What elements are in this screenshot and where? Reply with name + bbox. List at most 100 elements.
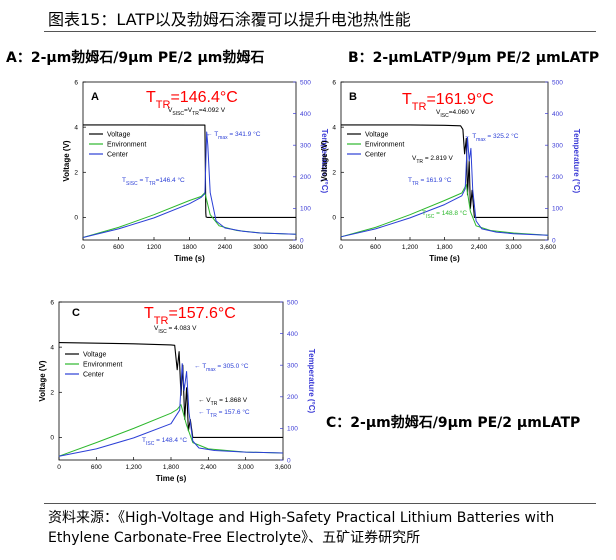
annotation-visc: VISC = 4.083 V — [154, 325, 197, 335]
legend-entry: Voltage — [107, 132, 130, 139]
series-line-center — [340, 136, 549, 238]
y-tick-label: 0 — [50, 435, 54, 442]
title-rule — [44, 31, 596, 32]
x-tick-label: 1,800 — [163, 464, 180, 471]
figure-title: 图表15：LATP以及勃姆石涂覆可以提升电池热性能 — [48, 10, 411, 29]
legend-entry: Environment — [107, 142, 146, 149]
x-tick-label: 1,200 — [402, 244, 419, 251]
annotation-ttr: TTR = 161.9 °C — [408, 176, 452, 187]
y-tick-label: 2 — [74, 170, 78, 177]
y2-tick-label: 300 — [300, 143, 311, 150]
x-tick-label: 2400 — [218, 244, 233, 251]
legend-entry: Center — [365, 152, 387, 159]
legend-entry: Center — [83, 372, 105, 379]
annotation-vsisc: VSISC=VTR=4.092 V — [168, 107, 226, 117]
x-tick-label: 3,000 — [505, 244, 522, 251]
annotation-tisc: TISC = 148.8 °C — [422, 209, 467, 220]
series-line-environment — [82, 192, 297, 238]
y2-tick-label: 100 — [552, 206, 563, 213]
annotation-vtr: VTR = 2.819 V — [412, 155, 453, 165]
legend-entry: Environment — [365, 142, 404, 149]
x-axis-label: Time (s) — [429, 254, 460, 263]
panel-letter: B — [349, 91, 357, 103]
x-tick-label: 600 — [370, 244, 381, 251]
ttr-title: TTR=146.4°C — [146, 89, 238, 111]
y2-axis-label: Temperature (°C) — [320, 129, 329, 194]
annotation-tisc: TISC = 148.4 °C — [142, 436, 187, 447]
source-note: 资料来源：《High-Voltage and High-Safety Pract… — [48, 508, 608, 548]
y-tick-label: 0 — [74, 215, 78, 222]
y-axis-label: Voltage (V) — [62, 140, 71, 182]
x-tick-label: 1,800 — [436, 244, 453, 251]
series-line-center — [82, 131, 297, 238]
x-axis-label: Time (s) — [174, 254, 205, 263]
y-tick-label: 6 — [332, 79, 336, 86]
x-tick-label: 3000 — [253, 244, 268, 251]
y-tick-label: 6 — [74, 79, 78, 86]
source-line-2: Ethylene Carbonate-Free Electrolyte》、五矿证… — [48, 530, 421, 546]
chart-c: 0 600 1,200 1,800 2,400 3,000 3,60002460100200… — [38, 299, 316, 483]
series-line-environment — [58, 404, 284, 457]
legend-entry: Voltage — [365, 132, 388, 139]
x-tick-label: 3600 — [289, 244, 304, 251]
x-tick-label: 3,600 — [275, 464, 292, 471]
annotation-tsisc: TSISC = TTR=146.4 °C — [122, 176, 185, 187]
x-tick-label: 600 — [91, 464, 102, 471]
series-line-center — [58, 363, 284, 457]
y-tick-label: 4 — [74, 124, 78, 131]
source-line-1: 资料来源：《High-Voltage and High-Safety Pract… — [48, 510, 555, 526]
x-tick-label: 600 — [113, 244, 124, 251]
y2-tick-label: 200 — [287, 394, 298, 401]
chart-b: 0 600 1,200 1,800 2,400 3,000 3,60002460100200… — [320, 79, 581, 263]
y2-tick-label: 0 — [552, 237, 556, 244]
y-tick-label: 2 — [50, 390, 54, 397]
x-tick-label: 3,600 — [540, 244, 557, 251]
annotation-visc: VISC=4.060 V — [436, 109, 476, 119]
x-axis-label: Time (s) — [156, 474, 187, 483]
panel-b-title: B：2-μmLATP/9μm PE/2 μmLATP — [348, 50, 600, 66]
legend-entry: Environment — [83, 362, 122, 369]
panel-a-title: A：2-μm勃姆石/9μm PE/2 μm勃姆石 — [6, 50, 265, 66]
panel-letter: A — [91, 91, 99, 103]
y2-tick-label: 200 — [300, 174, 311, 181]
y2-tick-label: 400 — [287, 331, 298, 338]
x-tick-label: 1800 — [182, 244, 197, 251]
x-tick-label: 2,400 — [471, 244, 488, 251]
y2-tick-label: 400 — [552, 111, 563, 118]
x-tick-label: 0 — [81, 244, 85, 251]
y-tick-label: 4 — [50, 344, 54, 351]
annotation-tmax: ← Tmax = 305.0 °C — [194, 362, 249, 373]
y2-axis-label: Temperature (°C) — [307, 349, 316, 414]
y-tick-label: 0 — [332, 215, 336, 222]
x-tick-label: 1,200 — [126, 464, 143, 471]
y-tick-label: 4 — [332, 124, 336, 131]
chart-a: 0 600 1200 1800 2400 3000 36000246010020030040… — [62, 79, 329, 263]
annotation-tmax: ← Tmax = 341.9 °C — [206, 130, 261, 141]
y2-tick-label: 500 — [552, 79, 563, 86]
x-tick-label: 0 — [57, 464, 61, 471]
y2-tick-label: 200 — [552, 174, 563, 181]
panel-c-title: C：2-μm勃姆石/9μm PE/2 μmLATP — [326, 415, 581, 431]
y2-tick-label: 100 — [287, 426, 298, 433]
y-axis-label: Voltage (V) — [320, 140, 329, 182]
y2-tick-label: 0 — [300, 237, 304, 244]
annotation-vtr: ← VTR = 1.868 V — [198, 397, 248, 407]
panel-letter: C — [72, 307, 80, 319]
ttr-title: TTR=157.6°C — [144, 305, 236, 327]
y2-tick-label: 500 — [300, 79, 311, 86]
y-axis-label: Voltage (V) — [38, 360, 47, 402]
x-tick-label: 1200 — [147, 244, 162, 251]
y-tick-label: 6 — [50, 299, 54, 306]
y2-tick-label: 100 — [300, 206, 311, 213]
y2-axis-label: Temperature (°C) — [572, 129, 581, 194]
series-line-environment — [340, 184, 549, 238]
legend-entry: Center — [107, 152, 129, 159]
annotation-ttr: ← TTR = 157.6 °C — [198, 408, 250, 419]
y2-tick-label: 300 — [287, 363, 298, 370]
x-tick-label: 3,000 — [238, 464, 255, 471]
y2-tick-label: 500 — [287, 299, 298, 306]
y-tick-label: 2 — [332, 170, 336, 177]
y2-tick-label: 400 — [300, 111, 311, 118]
x-tick-label: 0 — [339, 244, 343, 251]
y2-tick-label: 300 — [552, 143, 563, 150]
